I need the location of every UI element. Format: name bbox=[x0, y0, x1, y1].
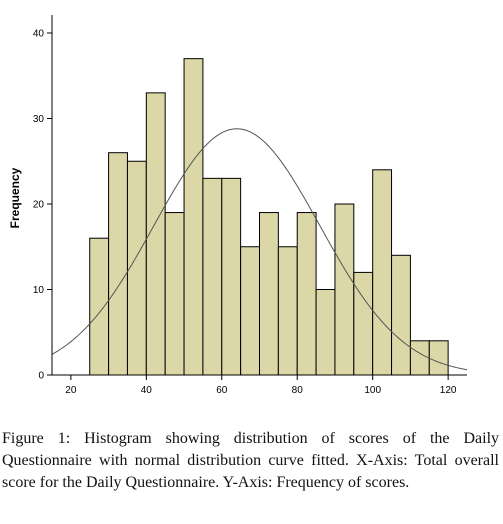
x-tick-label: 80 bbox=[292, 385, 304, 396]
histogram-bar bbox=[428, 340, 449, 376]
histogram-bar bbox=[240, 246, 260, 376]
histogram-bar bbox=[202, 177, 223, 376]
histogram-bar bbox=[409, 340, 430, 376]
histogram-bar bbox=[277, 246, 298, 376]
histogram-bar bbox=[164, 212, 185, 376]
histogram-bar bbox=[391, 254, 411, 376]
bars-layer bbox=[89, 58, 449, 376]
x-tick-label: 100 bbox=[364, 385, 381, 396]
y-tick-label: 40 bbox=[33, 29, 45, 40]
histogram-chart: 0 10 20 30 40 20 40 60 80 100 120 Frequency bbox=[8, 15, 468, 396]
x-tick-label: 20 bbox=[65, 385, 77, 396]
y-tick-label: 0 bbox=[38, 371, 44, 382]
histogram-bar bbox=[183, 58, 204, 376]
x-ticks-layer: 20 40 60 80 100 120 bbox=[65, 375, 457, 396]
y-tick-label: 30 bbox=[33, 114, 45, 125]
histogram-bar bbox=[334, 203, 355, 376]
histogram-bar bbox=[89, 237, 110, 376]
histogram-bar bbox=[126, 160, 147, 376]
figure-caption-text: Histogram showing distribution of scores… bbox=[2, 430, 500, 491]
x-tick-label: 120 bbox=[440, 385, 457, 396]
histogram-bar bbox=[221, 177, 242, 376]
normal-distribution-curve bbox=[51, 128, 468, 371]
y-tick-label: 10 bbox=[33, 285, 45, 296]
y-axis-label: Frequency bbox=[8, 167, 22, 228]
histogram-bar bbox=[372, 169, 393, 376]
x-tick-label: 40 bbox=[141, 385, 153, 396]
x-tick-label: 60 bbox=[216, 385, 228, 396]
histogram-bar bbox=[296, 212, 317, 376]
histogram-bar bbox=[259, 212, 279, 376]
histogram-bar bbox=[108, 152, 128, 376]
figure-caption-label: Figure 1: bbox=[2, 430, 71, 447]
histogram-bar bbox=[315, 289, 336, 376]
figure-caption: Figure 1: Histogram showing distribution… bbox=[2, 428, 499, 494]
y-tick-label: 20 bbox=[33, 200, 45, 211]
y-ticks-layer: 0 10 20 30 40 bbox=[33, 29, 52, 382]
